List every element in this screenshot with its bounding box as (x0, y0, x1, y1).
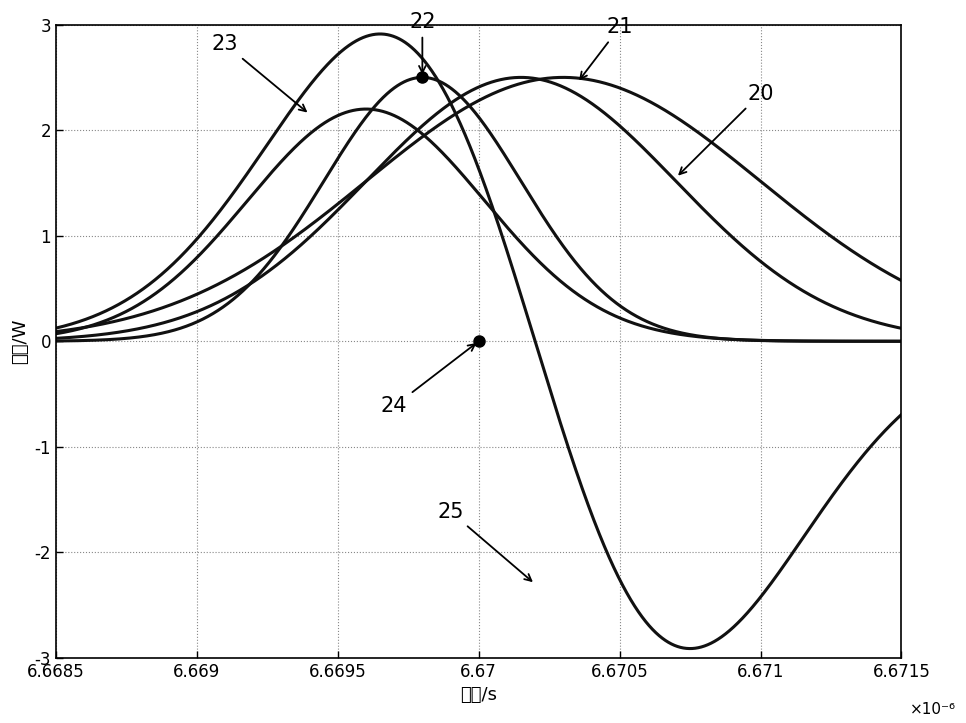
Y-axis label: 功率/W: 功率/W (12, 319, 29, 364)
Text: 24: 24 (381, 344, 475, 416)
Text: 23: 23 (212, 34, 306, 111)
Text: 20: 20 (679, 84, 774, 174)
Text: 21: 21 (581, 17, 633, 79)
Text: 22: 22 (410, 12, 436, 72)
Text: ×10⁻⁶: ×10⁻⁶ (910, 702, 955, 717)
X-axis label: 时间/s: 时间/s (460, 686, 497, 704)
Text: 25: 25 (438, 502, 531, 581)
